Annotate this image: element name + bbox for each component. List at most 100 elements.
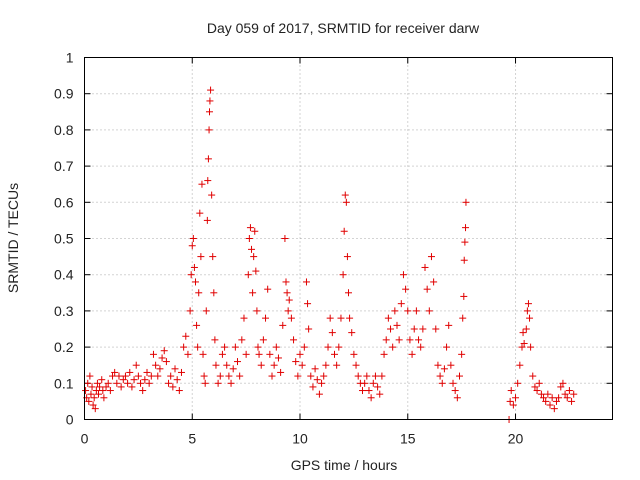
data-point [348,329,356,337]
data-point [177,368,185,376]
x-tick-label: 20 [508,431,524,447]
data-point [229,365,237,373]
data-point [519,329,527,337]
data-point [399,271,407,279]
data-point [253,307,261,315]
data-point [191,278,199,286]
data-point [460,256,468,264]
data-point [147,372,155,380]
y-tick-label: 0.5 [54,231,74,247]
data-point [205,126,213,134]
data-point [139,387,147,395]
data-point [250,253,258,261]
data-point [196,209,204,217]
data-point [311,365,319,373]
data-point [369,379,377,387]
data-point [570,390,578,398]
data-point [128,383,136,391]
data-point [298,361,306,369]
data-point [512,394,520,402]
data-point [304,300,312,308]
data-point [195,289,203,297]
data-point [251,227,259,235]
data-point [91,405,99,413]
data-point [193,321,201,329]
data-point [208,191,216,199]
data-point [354,372,362,380]
x-tick-label: 15 [400,431,416,447]
data-point [141,376,149,384]
data-point [352,361,360,369]
data-point [393,321,401,329]
data-point [204,177,212,185]
data-point [162,358,170,366]
data-point [313,376,321,384]
data-point [523,307,531,315]
data-point [206,97,214,105]
data-point [320,372,328,380]
data-point [419,325,427,333]
data-point [245,235,253,242]
data-point [227,379,235,387]
data-point [111,368,119,376]
data-point [402,285,410,293]
data-point [257,361,265,369]
data-point [335,343,343,351]
data-point [555,394,563,402]
data-point [305,325,313,333]
data-point [182,332,190,340]
data-point [522,325,530,333]
data-point [540,394,548,402]
data-point [231,343,239,351]
data-point [527,343,535,351]
data-point [324,343,332,351]
data-point [361,379,369,387]
data-point [380,350,388,358]
data-point [281,235,289,242]
data-point [282,278,290,286]
data-point [205,108,213,116]
data-point [149,350,157,358]
data-point [447,361,455,369]
data-point [345,289,352,297]
data-point [395,336,403,344]
data-point [117,383,125,391]
data-point [287,314,295,322]
data-point [565,387,573,395]
data-point [449,379,457,387]
data-point [187,271,195,279]
y-axis-label: SRMTID / TECUs [5,183,21,293]
data-point [417,343,425,351]
data-point [412,307,420,315]
y-tick-label: 0.8 [54,122,74,138]
data-point [341,191,349,199]
data-point [202,307,210,315]
data-point [236,372,244,380]
data-point [559,379,567,387]
data-point [520,339,528,347]
data-point [427,253,435,261]
data-point [156,365,164,373]
y-tick-label: 0.2 [54,339,74,355]
data-point [408,350,416,358]
data-point [367,394,375,402]
data-point [432,325,440,333]
data-point [201,379,209,387]
data-point [93,379,101,387]
data-point [167,372,175,380]
data-point [462,198,470,206]
data-point [342,198,350,206]
data-point [302,278,310,286]
data-point [294,372,302,380]
data-point [268,372,276,380]
data-point [160,347,168,355]
data-point [175,387,183,395]
data-point [98,376,106,384]
data-point [283,289,291,297]
data-point [514,379,522,387]
data-point [171,365,179,373]
data-point [284,307,292,315]
data-point [415,336,423,344]
data-point [190,263,198,271]
data-point [252,267,260,275]
